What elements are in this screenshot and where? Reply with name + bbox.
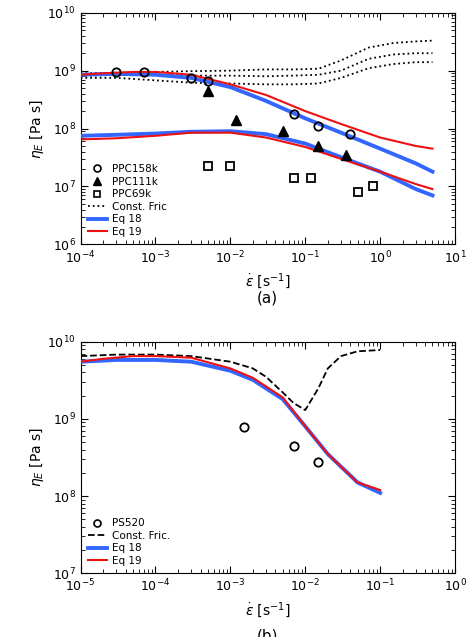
Text: (a): (a) bbox=[257, 290, 278, 306]
X-axis label: $\dot{\varepsilon}$ [s$^{-1}$]: $\dot{\varepsilon}$ [s$^{-1}$] bbox=[245, 600, 291, 620]
Legend: PPC158k, PPC111k, PPC69k, Const. Fric, Eq 18, Eq 19: PPC158k, PPC111k, PPC69k, Const. Fric, E… bbox=[86, 162, 169, 239]
Legend: PS520, Const. Fric., Eq 18, Eq 19: PS520, Const. Fric., Eq 18, Eq 19 bbox=[86, 516, 172, 568]
X-axis label: $\dot{\varepsilon}$ [s$^{-1}$]: $\dot{\varepsilon}$ [s$^{-1}$] bbox=[245, 271, 291, 291]
Text: (b): (b) bbox=[257, 629, 279, 637]
Y-axis label: $\eta_E$ [Pa s]: $\eta_E$ [Pa s] bbox=[28, 427, 46, 487]
Y-axis label: $\eta_E$ [Pa s]: $\eta_E$ [Pa s] bbox=[28, 99, 46, 159]
